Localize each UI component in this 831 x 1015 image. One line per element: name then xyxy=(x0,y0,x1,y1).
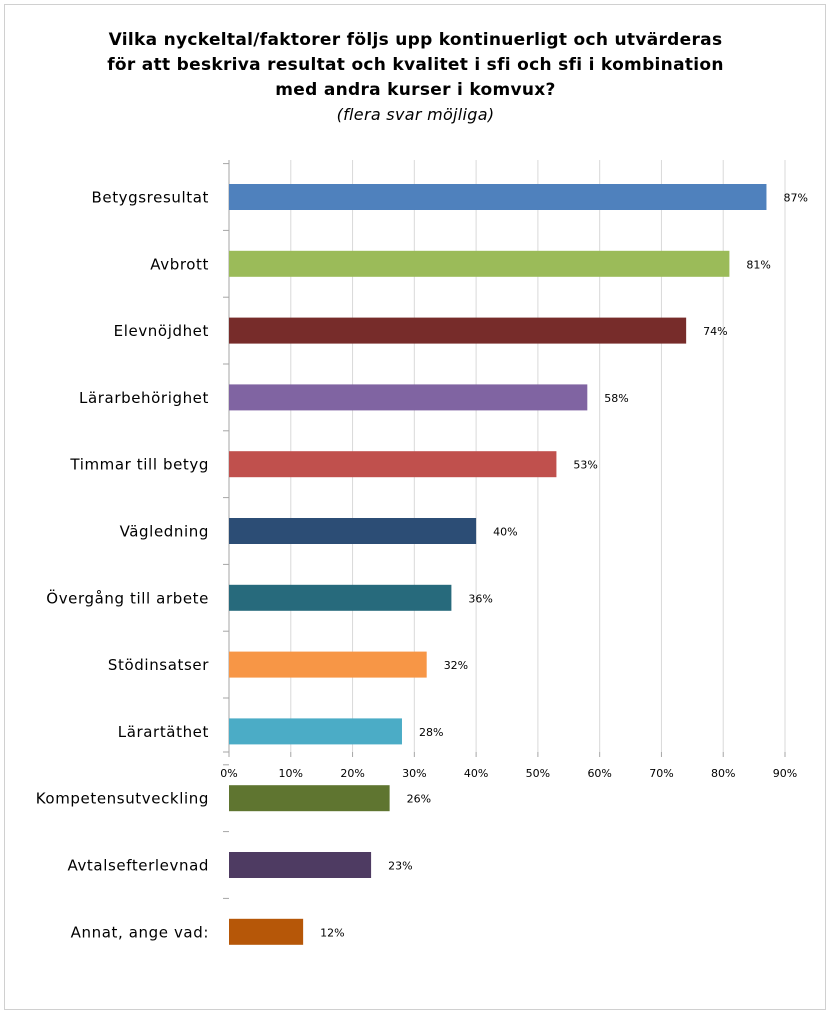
data-label: 36% xyxy=(468,592,492,605)
category-label: Elevnöjdhet xyxy=(114,322,209,340)
data-label: 32% xyxy=(444,659,468,672)
bar xyxy=(229,384,588,411)
data-label: 87% xyxy=(783,192,807,205)
chart-subtitle: (flera svar möjliga) xyxy=(336,105,495,124)
category-label: Avbrott xyxy=(150,255,209,273)
chart-title-line-2: för att beskriva resultat och kvalitet i… xyxy=(107,55,724,75)
category-label: Kompetensutveckling xyxy=(36,790,209,808)
data-label: 40% xyxy=(493,526,517,539)
x-tick-label: 60% xyxy=(587,767,611,780)
x-tick-label: 0% xyxy=(220,767,237,780)
category-label: Lärarbehörighet xyxy=(79,389,209,407)
x-tick-label: 10% xyxy=(279,767,303,780)
x-tick-label: 80% xyxy=(711,767,735,780)
bar xyxy=(229,518,477,544)
category-label: Övergång till arbete xyxy=(46,588,209,607)
x-tick-label: 70% xyxy=(649,767,673,780)
bar xyxy=(229,184,767,210)
bar xyxy=(229,918,304,945)
data-label: 81% xyxy=(746,258,770,271)
x-tick-label: 90% xyxy=(773,767,797,780)
category-label: Vägledning xyxy=(120,523,209,541)
category-label: Annat, ange vad: xyxy=(71,923,209,941)
bar xyxy=(229,250,730,277)
data-label: 58% xyxy=(604,392,628,405)
data-label: 74% xyxy=(703,325,727,338)
category-label: Lärartäthet xyxy=(118,723,209,741)
bar xyxy=(229,785,390,812)
data-label: 28% xyxy=(419,726,443,739)
category-label: Timmar till betyg xyxy=(69,456,209,474)
category-label: Avtalsefterlevnad xyxy=(67,857,209,875)
x-tick-label: 20% xyxy=(340,767,364,780)
bar xyxy=(229,718,402,745)
x-tick-label: 40% xyxy=(464,767,488,780)
data-label: 12% xyxy=(320,926,344,939)
x-tick-label: 50% xyxy=(526,767,550,780)
bar xyxy=(229,584,452,611)
data-label: 26% xyxy=(407,793,431,806)
x-tick-label: 30% xyxy=(402,767,426,780)
chart-title-line-1: Vilka nyckeltal/faktorer följs upp konti… xyxy=(108,30,723,50)
bar xyxy=(229,852,372,878)
chart-title-line-3: med andra kurser i komvux? xyxy=(275,80,556,100)
chart-title: Vilka nyckeltal/faktorer följs upp konti… xyxy=(0,28,831,103)
category-label: Betygsresultat xyxy=(91,189,209,207)
bar xyxy=(229,451,557,478)
bar xyxy=(229,651,427,678)
category-label: Stödinsatser xyxy=(108,656,209,674)
bar xyxy=(229,317,687,344)
data-label: 23% xyxy=(388,860,412,873)
chart-frame xyxy=(4,4,826,1010)
data-label: 53% xyxy=(573,459,597,472)
